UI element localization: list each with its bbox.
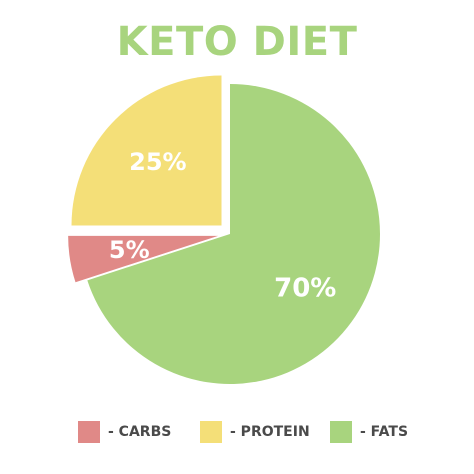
legend-item-fats: - FATS xyxy=(330,419,408,445)
slice-label-protein: 25% xyxy=(129,148,186,176)
legend-item-protein: - PROTEIN xyxy=(200,419,310,445)
legend-swatch-carbs xyxy=(78,421,100,443)
slice-label-fats: 70% xyxy=(274,274,336,304)
pie-slice-fats xyxy=(87,84,380,385)
legend: - CARBS - PROTEIN - FATS xyxy=(0,419,474,445)
legend-swatch-protein xyxy=(200,421,222,443)
slice-label-carbs: 5% xyxy=(109,236,150,264)
pie-slice-carbs xyxy=(68,235,219,283)
chart-title: KETO DIET xyxy=(116,19,358,65)
pie-slice-protein xyxy=(71,75,222,226)
legend-swatch-fats xyxy=(330,421,352,443)
legend-label-fats: - FATS xyxy=(360,424,409,440)
legend-label-protein: - PROTEIN xyxy=(230,424,310,440)
legend-label-carbs: - CARBS xyxy=(108,424,172,440)
legend-item-carbs: - CARBS xyxy=(78,419,171,445)
